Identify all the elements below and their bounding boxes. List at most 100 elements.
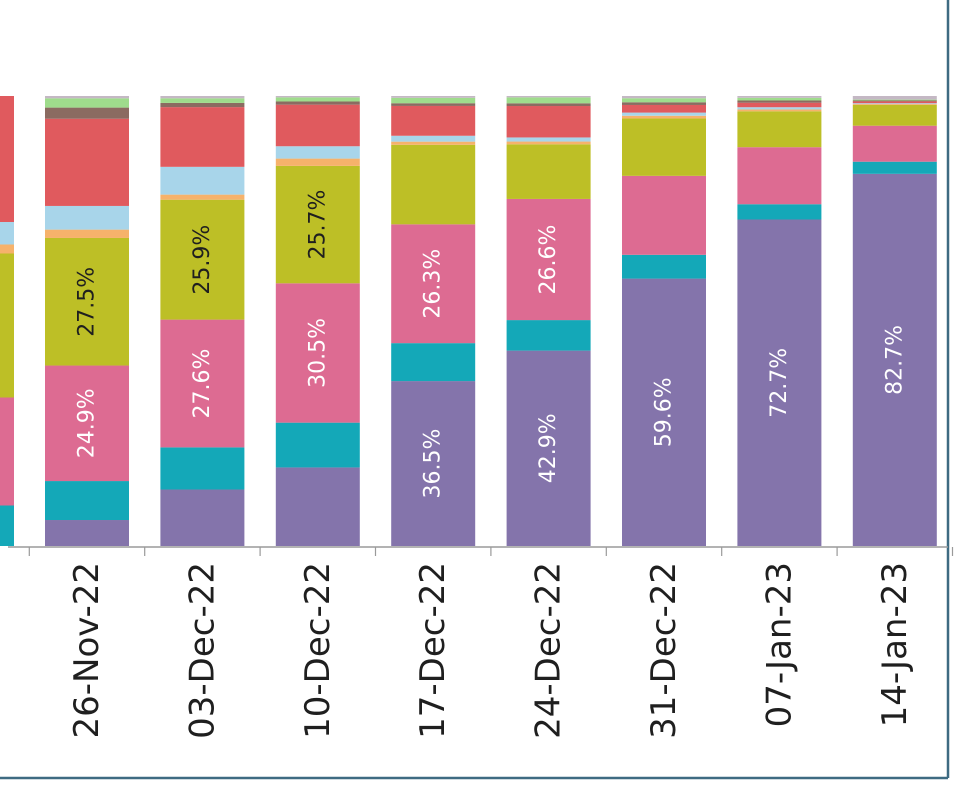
bar-segment	[622, 115, 706, 119]
x-tick-label: 07-Jan-23	[759, 562, 799, 727]
bar-segment	[506, 141, 591, 145]
bar-segment	[622, 278, 706, 546]
x-axis: 26-Nov-22 03-Dec-22 10-Dec-22 17-Dec-22 24-D…	[8, 546, 954, 739]
bar-segment	[622, 98, 706, 103]
bar-segment	[391, 224, 476, 344]
bar-segment	[275, 96, 360, 98]
bar-segment	[622, 104, 706, 113]
bar-segment	[160, 319, 245, 448]
data-label: 24.9%	[75, 388, 100, 458]
x-tick-label: 24-Dec-22	[529, 562, 569, 739]
bar-segment	[160, 98, 245, 103]
bar-segment	[622, 112, 706, 116]
bar-segment	[160, 102, 245, 108]
bar-segment	[506, 198, 591, 321]
bar-segment	[391, 141, 476, 145]
bar-segment	[506, 350, 591, 546]
bar-segment	[160, 194, 245, 200]
bar-segment	[160, 489, 245, 546]
partial-bar-segment	[0, 96, 14, 222]
bar-segment	[622, 118, 706, 176]
data-label: 30.5%	[305, 318, 330, 388]
bars-group	[0, 96, 937, 546]
bar-segment	[391, 105, 476, 136]
bar-segment	[45, 481, 129, 521]
bar-segment	[45, 229, 129, 238]
data-label: 25.9%	[190, 225, 215, 295]
bar-segment	[45, 96, 129, 99]
data-label: 59.6%	[652, 377, 677, 447]
bar-segment	[160, 166, 245, 195]
bar-segment	[737, 102, 822, 108]
x-tick-label: 03-Dec-22	[182, 562, 222, 739]
bar-segment	[391, 96, 476, 98]
bar-segment	[737, 109, 822, 112]
bar-segment	[737, 111, 822, 148]
bar-segment	[391, 343, 476, 382]
data-label: 42.9%	[536, 413, 561, 483]
bar-segment	[622, 254, 706, 279]
bar-segment	[506, 96, 591, 98]
bar-segment	[275, 146, 360, 159]
bar-segment	[852, 101, 937, 104]
data-label: 72.7%	[767, 348, 792, 418]
x-tick-label: 14-Jan-23	[875, 562, 915, 727]
data-label: 26.6%	[536, 225, 561, 295]
partial-bar-segment	[0, 222, 14, 245]
bar-segment	[506, 103, 591, 107]
x-tick-label: 17-Dec-22	[413, 562, 453, 739]
x-tick-label: 10-Dec-22	[298, 562, 338, 739]
data-label: 27.6%	[190, 349, 215, 419]
bar-segment	[45, 365, 129, 482]
bar-segment	[45, 205, 129, 230]
bar-segment	[45, 107, 129, 119]
bar-segment	[852, 103, 937, 105]
bar-segment	[275, 101, 360, 105]
bar-segment	[737, 97, 822, 101]
data-label: 25.7%	[305, 190, 330, 260]
bar-segment	[737, 204, 822, 220]
bar-segment	[160, 447, 245, 490]
bar-segment	[737, 100, 822, 103]
bar-segment	[852, 99, 937, 101]
bar-segment	[852, 173, 937, 546]
bar-segment	[391, 381, 476, 546]
partial-bar-segment	[0, 253, 14, 398]
bar-segment	[45, 118, 129, 206]
bar-segment	[852, 96, 937, 100]
bar-segment	[622, 96, 706, 99]
bar-segment	[275, 283, 360, 423]
bar-segment	[622, 102, 706, 105]
bar-segment	[160, 107, 245, 167]
bar-segment	[391, 97, 476, 104]
x-tick-label: 26-Nov-22	[67, 562, 107, 739]
bar-segment	[160, 96, 245, 99]
bar-segment	[391, 103, 476, 106]
bar-segment	[737, 147, 822, 205]
bar-segment	[45, 237, 129, 366]
partial-bar-segment	[0, 397, 14, 506]
bar-segment	[275, 104, 360, 147]
bar-segment	[275, 467, 360, 546]
data-label: 82.7%	[882, 325, 907, 395]
bar-segment	[852, 105, 937, 126]
bar-segment	[160, 199, 245, 320]
bar-segment	[275, 165, 360, 284]
bar-segment	[275, 422, 360, 468]
bar-segment	[506, 106, 591, 138]
bar-segment	[506, 137, 591, 142]
bar-segment	[737, 219, 822, 546]
data-label: 27.5%	[75, 267, 100, 337]
bar-segment	[45, 98, 129, 108]
data-label: 36.5%	[421, 429, 446, 499]
bar-segment	[506, 320, 591, 351]
bar-segment	[506, 97, 591, 104]
x-tick-label: 31-Dec-22	[644, 562, 684, 739]
bar-segment	[391, 144, 476, 225]
bar-segment	[852, 104, 937, 105]
bar-segment	[275, 97, 360, 102]
data-label: 26.3%	[421, 249, 446, 319]
